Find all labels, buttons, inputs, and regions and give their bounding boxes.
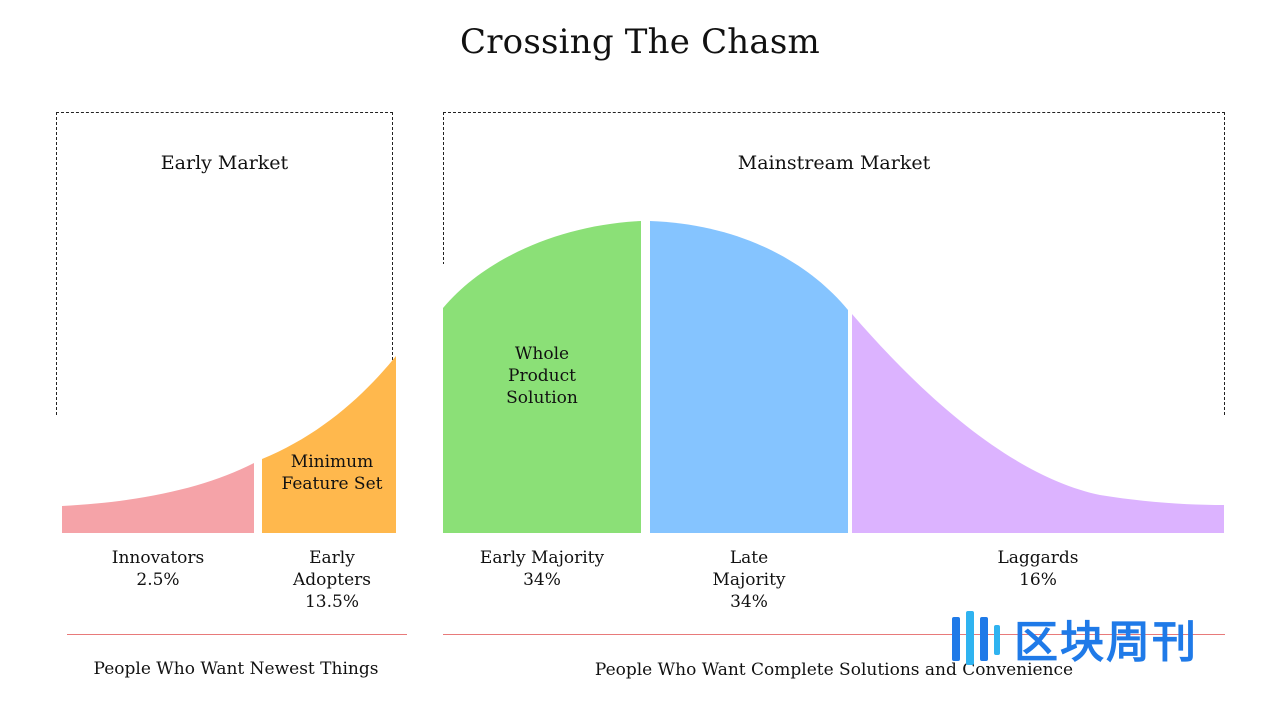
mainstream-market-box bbox=[443, 112, 1225, 415]
watermark-logo-icon bbox=[952, 611, 1000, 665]
label-laggards-share: 16% bbox=[1019, 570, 1057, 590]
minimum-feature-set-label: Minimum Feature Set bbox=[281, 452, 383, 494]
watermark: 区块周刊 bbox=[948, 606, 1258, 670]
label-early-adopters-name: Early Adopters bbox=[292, 548, 372, 590]
bottom-label-left: People Who Want Newest Things bbox=[93, 659, 379, 679]
whole-product-solution-label: Whole Product Solution bbox=[506, 344, 578, 408]
label-late-majority-name: Late Majority bbox=[712, 548, 786, 590]
segment-laggards bbox=[852, 314, 1224, 533]
bottom-label-right: People Who Want Complete Solutions and C… bbox=[594, 660, 1074, 680]
label-late-majority: Late Majority 34% bbox=[700, 547, 798, 613]
label-laggards: Laggards 16% bbox=[968, 547, 1108, 591]
watermark-text: 区块周刊 bbox=[1014, 617, 1198, 668]
segment-innovators bbox=[62, 463, 254, 533]
segment-late-majority bbox=[650, 221, 848, 533]
label-early-majority-share: 34% bbox=[523, 570, 561, 590]
early-market-label: Early Market bbox=[160, 152, 289, 174]
chasm-gap bbox=[394, 264, 444, 534]
label-innovators: Innovators 2.5% bbox=[88, 547, 228, 591]
label-early-adopters: Early Adopters 13.5% bbox=[282, 547, 382, 613]
label-innovators-share: 2.5% bbox=[136, 570, 180, 590]
label-laggards-name: Laggards bbox=[997, 548, 1079, 568]
segment-early-majority bbox=[443, 221, 641, 533]
segment-early-adopters bbox=[262, 356, 396, 533]
label-early-majority-name: Early Majority bbox=[479, 548, 605, 568]
label-late-majority-share: 34% bbox=[730, 592, 768, 612]
label-early-adopters-share: 13.5% bbox=[304, 592, 359, 612]
left-divider bbox=[67, 634, 407, 635]
label-innovators-name: Innovators bbox=[111, 548, 205, 568]
right-divider bbox=[443, 634, 1225, 635]
label-early-majority: Early Majority 34% bbox=[462, 547, 622, 591]
early-market-box bbox=[56, 112, 393, 415]
diagram-title: Crossing The Chasm bbox=[460, 22, 820, 62]
mainstream-market-label: Mainstream Market bbox=[737, 152, 931, 174]
